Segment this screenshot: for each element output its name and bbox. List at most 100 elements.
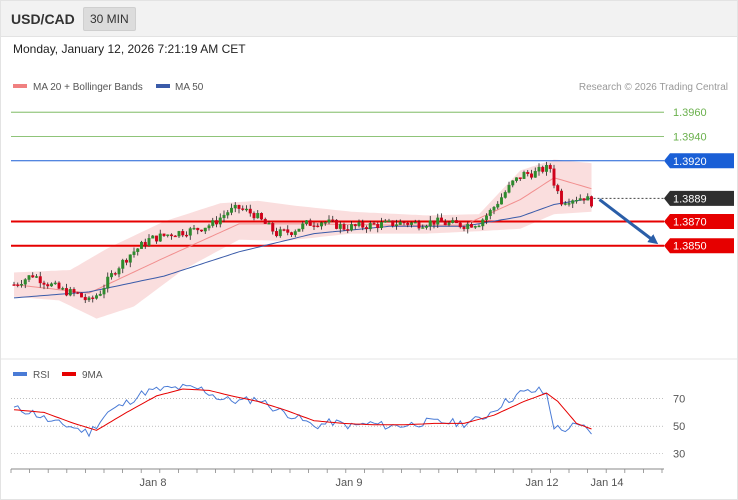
- timeframe-button[interactable]: 30 MIN: [83, 7, 136, 31]
- candle-body: [365, 227, 369, 230]
- candle-body: [335, 219, 339, 229]
- candle-body: [372, 223, 376, 225]
- ma50-legend-label: MA 50: [175, 82, 204, 93]
- candle-body: [398, 221, 402, 225]
- candle-body: [79, 292, 83, 298]
- candle-body: [488, 210, 492, 216]
- candle-body: [263, 218, 267, 224]
- candle-body: [563, 203, 567, 205]
- candle-body: [432, 220, 436, 225]
- candle-body: [87, 297, 91, 301]
- level-tag-1.3850: [664, 238, 734, 254]
- candle-body: [139, 241, 143, 249]
- candle-body: [477, 225, 481, 228]
- candle-body: [537, 166, 541, 172]
- candle-body: [53, 282, 57, 285]
- candle-body: [147, 238, 151, 246]
- candle-body: [256, 213, 260, 219]
- candle-body: [353, 224, 357, 227]
- candle-body: [267, 223, 271, 225]
- candle-body: [222, 214, 226, 219]
- candle-body: [35, 276, 39, 278]
- candle-body: [237, 204, 241, 209]
- candle-body: [455, 220, 459, 224]
- candle-body: [481, 219, 485, 227]
- candle-body: [466, 224, 470, 230]
- candle-body: [395, 224, 399, 226]
- candle-body: [124, 259, 128, 263]
- x-tick-jan-12: Jan 12: [525, 477, 558, 489]
- candle-body: [192, 227, 196, 230]
- timestamp: Monday, January 12, 2026 7:21:19 AM CET: [13, 42, 246, 56]
- candle-body: [548, 165, 552, 169]
- candle-body: [151, 235, 155, 239]
- rsi-legend-label: RSI: [33, 370, 50, 381]
- candle-body: [383, 220, 387, 223]
- candle-body: [136, 248, 140, 252]
- ma9-legend-swatch: [62, 372, 76, 376]
- candle-body: [46, 284, 50, 287]
- candle-body: [42, 282, 46, 285]
- candle-body: [443, 221, 447, 226]
- candle-body: [38, 276, 42, 284]
- candle-body: [226, 212, 230, 216]
- candle-body: [278, 229, 282, 237]
- candle-body: [282, 229, 286, 231]
- level-label-1.3920: 1.3920: [673, 156, 707, 168]
- x-tick-jan-9: Jan 9: [336, 477, 363, 489]
- candle-body: [50, 283, 54, 287]
- candle-body: [27, 275, 31, 280]
- candle-body: [533, 171, 537, 178]
- candle-body: [500, 197, 504, 205]
- candle-body: [417, 222, 421, 229]
- candle-body: [252, 212, 256, 219]
- candle-body: [312, 225, 316, 227]
- candle-body: [177, 231, 181, 237]
- x-tick-jan-14: Jan 14: [590, 477, 623, 489]
- candle-body: [560, 190, 564, 205]
- candle-body: [94, 295, 98, 299]
- candle-body: [297, 228, 301, 232]
- candle-body: [106, 276, 110, 289]
- candle-body: [507, 184, 511, 193]
- candle-body: [83, 296, 87, 301]
- candle-body: [451, 220, 455, 223]
- candle-body: [387, 220, 391, 222]
- x-tick-jan-8: Jan 8: [140, 477, 167, 489]
- candle-body: [342, 224, 346, 230]
- candle-body: [109, 273, 113, 278]
- x-axis: Jan 8 Jan 9 Jan 12 Jan 14: [10, 469, 663, 489]
- candle-body: [23, 279, 27, 285]
- rsi-layer: 70 50 30: [11, 383, 685, 461]
- candle-body: [98, 293, 102, 296]
- candle-body: [522, 172, 526, 179]
- candle-body: [447, 222, 451, 226]
- candle-body: [301, 223, 305, 230]
- candle-body: [518, 177, 522, 179]
- candle-body: [368, 223, 372, 230]
- candle-body: [76, 292, 80, 294]
- candle-body: [590, 196, 594, 207]
- candle-body: [503, 192, 507, 198]
- candle-body: [530, 173, 534, 178]
- level-tag-1.3920: [664, 153, 734, 169]
- candle-body: [567, 203, 571, 205]
- candle-body: [211, 220, 215, 226]
- candle-body: [541, 166, 545, 172]
- candle-body: [173, 235, 177, 238]
- candle-body: [218, 217, 222, 225]
- rsi-legend-swatch: [13, 372, 27, 376]
- bollinger-legend-swatch: [13, 84, 27, 88]
- candle-body: [391, 220, 395, 226]
- candle-body: [485, 215, 489, 220]
- candle-body: [117, 268, 121, 275]
- candle-body: [248, 208, 252, 214]
- candle-body: [244, 208, 248, 211]
- candle-body: [91, 297, 95, 299]
- candle-body: [440, 217, 444, 223]
- forecast-arrow: [598, 198, 659, 245]
- candle-body: [154, 235, 158, 242]
- candle-body: [511, 180, 515, 186]
- candle-body: [184, 234, 188, 237]
